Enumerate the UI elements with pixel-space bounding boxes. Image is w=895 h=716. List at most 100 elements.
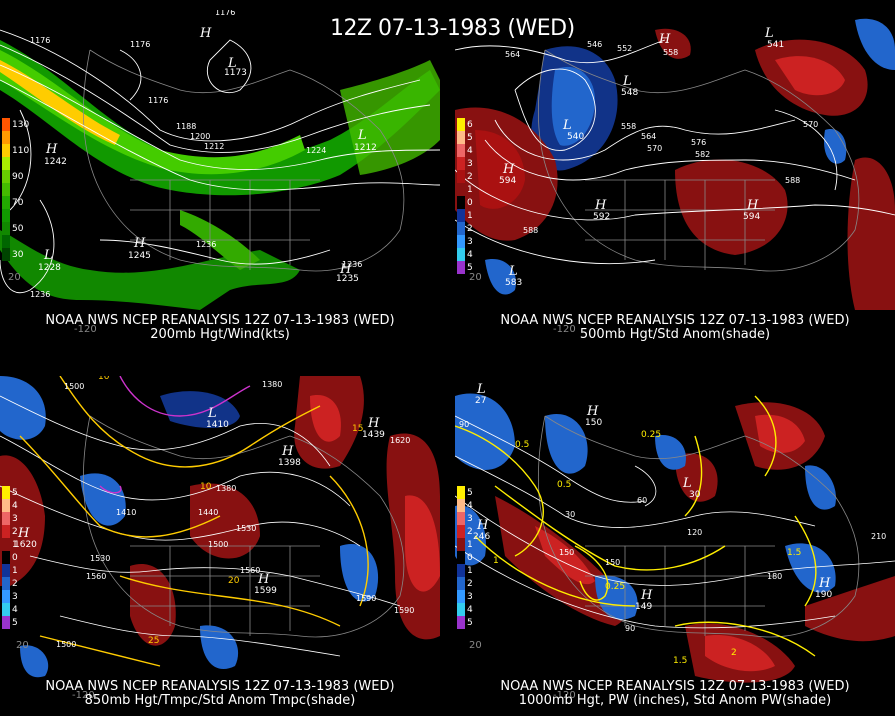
contour-label: 1236 <box>30 290 51 299</box>
high-marker: H <box>477 518 489 533</box>
legend-label: 0 <box>467 197 473 208</box>
pw-label: 2 <box>731 648 737 658</box>
temp-label: 25 <box>148 636 160 646</box>
contour-label: 1530 <box>90 554 111 563</box>
contour-label: 1380 <box>216 484 237 493</box>
caption-line-2: 200mb Hgt/Wind(kts) <box>150 327 290 342</box>
extremum-value: 541 <box>767 40 785 50</box>
lon-tick: -120 <box>74 324 97 335</box>
legend-label: 2 <box>467 171 473 182</box>
contour-label: 588 <box>785 176 801 185</box>
temp-anom-legend: 5 4 3 2 1 0 1 2 3 4 5 <box>2 486 32 629</box>
legend-label: 2 <box>12 578 18 589</box>
high-marker: H <box>747 198 759 213</box>
legend-label: 3 <box>467 236 473 247</box>
extremum-value: 548 <box>621 88 639 98</box>
legend-label: 2 <box>467 223 473 234</box>
lon-tick: -120 <box>553 690 576 701</box>
legend-label: 5 <box>467 132 473 143</box>
contour-label: 1500 <box>208 540 229 549</box>
panel-200mb-wind: 130 110 90 70 50 30 1176 1176 1176 1176 … <box>0 10 440 350</box>
high-marker: H <box>659 32 671 47</box>
contour-label: 1410 <box>116 508 137 517</box>
pw-label: 1 <box>493 556 499 566</box>
contour-label: 1236 <box>342 260 363 269</box>
legend-label: 1 <box>12 565 18 576</box>
caption-line-1: NOAA NWS NCEP REANALYSIS 12Z 07-13-1983 … <box>45 313 395 328</box>
caption-line-2: 850mb Hgt/Tmpc/Std Anom Tmpc(shade) <box>84 693 356 708</box>
contour-label: 564 <box>505 50 521 59</box>
caption-line-1: NOAA NWS NCEP REANALYSIS 12Z 07-13-1983 … <box>500 679 850 694</box>
legend-label: 4 <box>467 604 473 615</box>
contour-label: 30 <box>565 510 576 519</box>
legend-label: 4 <box>12 604 18 615</box>
extremum-value: 1439 <box>362 430 385 440</box>
legend-label: 50 <box>12 223 24 234</box>
contour-label: 150 <box>559 548 575 557</box>
extremum-value: 27 <box>475 396 487 406</box>
extremum-value: 1245 <box>128 251 151 261</box>
legend-label: 3 <box>12 591 18 602</box>
pw-label: 1.5 <box>787 548 802 558</box>
std-anom-legend: 6 5 4 3 2 1 0 1 2 3 4 5 <box>457 118 487 274</box>
low-marker: L <box>683 476 692 491</box>
high-marker: H <box>587 404 599 419</box>
low-marker: L <box>623 74 632 89</box>
legend-label: 1 <box>467 539 473 550</box>
low-marker: L <box>509 264 518 279</box>
contour-label: 582 <box>695 150 711 159</box>
contour-label: 1176 <box>215 10 236 17</box>
contour-label: 180 <box>767 572 783 581</box>
caption-line-2: 500mb Hgt/Std Anom(shade) <box>579 327 771 342</box>
lon-tick: -120 <box>72 690 95 701</box>
contour-label: 1224 <box>306 146 327 155</box>
panel-500mb-anom: 6 5 4 3 2 1 0 1 2 3 4 5 564 546 552 558 … <box>455 10 895 350</box>
low-marker: L <box>208 406 217 421</box>
temp-label: 10 <box>98 376 110 382</box>
contour-label: 1620 <box>390 436 411 445</box>
low-marker: L <box>563 118 572 133</box>
contour-label: 564 <box>641 132 657 141</box>
contour-label: 1560 <box>240 566 261 575</box>
contour-label: 576 <box>691 138 707 147</box>
legend-label: 3 <box>467 158 473 169</box>
map-1000mb <box>455 393 895 683</box>
temp-label: 10 <box>200 482 212 492</box>
high-marker: H <box>819 576 831 591</box>
pw-label: 0.25 <box>641 430 662 440</box>
legend-label: 5 <box>12 487 18 498</box>
extremum-value: 1235 <box>336 274 359 284</box>
contour-label: 570 <box>803 120 819 129</box>
contour-label: 1176 <box>130 40 151 49</box>
lat-tick: 20 <box>469 640 482 651</box>
contour-label: 1440 <box>198 508 219 517</box>
extremum-value: 592 <box>593 212 611 222</box>
legend-label: 4 <box>467 500 473 511</box>
legend-label: 2 <box>467 578 473 589</box>
map-title: 12Z 07-13-1983 (WED) <box>330 16 575 41</box>
high-marker: H <box>18 526 30 541</box>
high-marker: H <box>134 236 146 251</box>
high-marker: H <box>200 26 212 41</box>
high-marker: H <box>595 198 607 213</box>
low-marker: L <box>44 248 53 263</box>
lat-tick: 20 <box>16 640 29 651</box>
contour-label: 210 <box>871 532 887 541</box>
low-marker: L <box>358 128 367 143</box>
extremum-value: 583 <box>505 278 523 288</box>
legend-label: 5 <box>467 487 473 498</box>
legend-label: 5 <box>467 617 473 628</box>
extremum-value: 149 <box>635 602 653 612</box>
contour-label: 1560 <box>86 572 107 581</box>
pw-label: 1.5 <box>673 656 688 666</box>
legend-label: 3 <box>12 513 18 524</box>
panel-caption: NOAA NWS NCEP REANALYSIS 12Z 07-13-1983 … <box>0 314 440 342</box>
extremum-value: 246 <box>473 532 491 542</box>
pw-label: 0.25 <box>605 582 626 592</box>
low-marker: L <box>477 382 486 397</box>
low-marker: L <box>228 56 237 71</box>
temp-label: 15 <box>352 424 364 434</box>
pw-label: 0.5 <box>557 480 572 490</box>
contour-label: 1212 <box>204 142 225 151</box>
contour-label: 558 <box>663 48 679 57</box>
